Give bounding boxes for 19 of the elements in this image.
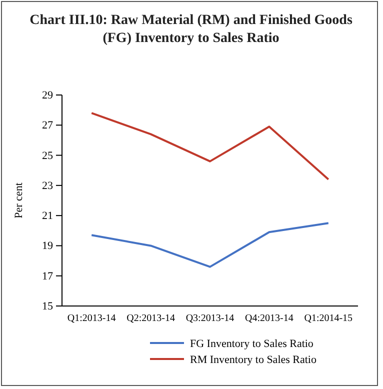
x-tick-label: Q3:2013-14 (186, 313, 234, 324)
x-tick-label: Q4:2013-14 (245, 313, 294, 324)
y-tick-label: 23 (42, 180, 54, 192)
line-series (90, 222, 330, 268)
y-tick-label: 27 (42, 120, 54, 132)
y-tick-label: 25 (42, 150, 54, 162)
y-tick-label: 15 (42, 300, 54, 313)
x-tick-label: Q2:2013-14 (126, 313, 175, 324)
y-tick-label: 19 (42, 240, 54, 252)
x-tick-label: Q1:2014-15 (304, 313, 353, 324)
y-axis-title: Per cent (13, 182, 25, 218)
y-tick-label: 17 (42, 270, 54, 282)
x-tick-label: Q1:2013-14 (67, 313, 116, 324)
line-series (90, 112, 330, 180)
chart-title: Chart III.10: Raw Material (RM) and Finished Goods (FG) Inventory to Sales Ratio (30, 13, 353, 46)
legend-label: FG Inventory to Sales Ratio (190, 338, 314, 350)
y-tick-label: 21 (42, 210, 53, 222)
y-tick-label: 29 (42, 90, 54, 102)
legend-label: RM Inventory to Sales Ratio (190, 354, 317, 366)
